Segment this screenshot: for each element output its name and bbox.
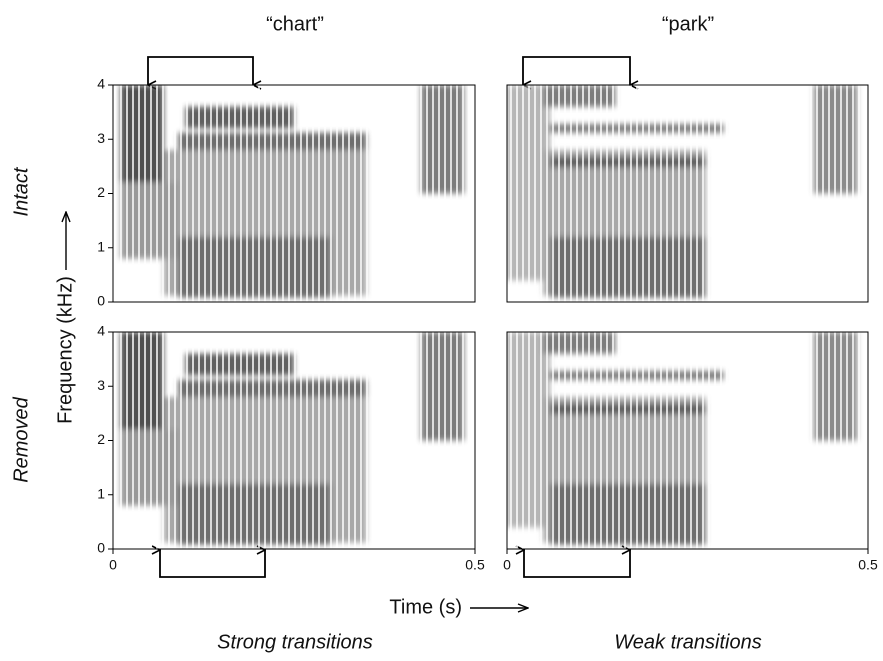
- caption: Weak transitions: [614, 631, 761, 653]
- spectrogram: [506, 84, 869, 303]
- y-axis-label: Frequency (kHz): [54, 276, 76, 424]
- y-tick-label: 2: [97, 431, 105, 447]
- y-tick-label: 1: [97, 238, 105, 254]
- bracket: [523, 56, 630, 85]
- y-tick-label: 4: [97, 323, 105, 339]
- plot-frame: [506, 331, 869, 550]
- y-tick-label: 1: [97, 485, 105, 501]
- bracket: [160, 550, 265, 578]
- spectrogram: 0 0.5: [503, 331, 878, 573]
- x-tick-label: 0.5: [858, 557, 878, 573]
- bracket: [524, 550, 630, 578]
- row-label: Removed: [10, 396, 32, 482]
- row-label: Intact: [10, 166, 32, 216]
- texture-stripes: [113, 332, 475, 549]
- y-tick-label: 2: [97, 184, 105, 200]
- caption: Strong transitions: [217, 631, 373, 653]
- texture: [113, 332, 475, 549]
- x-tick-label: 0: [109, 557, 117, 573]
- texture: [113, 85, 475, 302]
- y-tick-label: 3: [97, 130, 105, 146]
- texture: [507, 85, 868, 302]
- texture-stripes: [113, 85, 475, 302]
- spectrogram: 0 1 2 3 4: [97, 76, 476, 309]
- spectrogram: 0 1 2 3 4 0 0.5: [97, 323, 485, 573]
- texture-stripes: [507, 332, 868, 549]
- texture: [507, 332, 868, 549]
- bracket: [148, 56, 253, 85]
- x-axis-label: Time (s): [389, 596, 462, 618]
- x-tick-label: 0: [503, 557, 511, 573]
- x-tick-label: 0.5: [465, 557, 485, 573]
- brackets: [148, 56, 630, 578]
- column-title: “chart”: [266, 13, 324, 35]
- y-tick-label: 0: [97, 540, 105, 556]
- y-tick-label: 4: [97, 76, 105, 92]
- y-tick-label: 3: [97, 377, 105, 393]
- column-title: “park”: [662, 13, 714, 35]
- texture-stripes: [507, 85, 868, 302]
- y-tick-label: 0: [97, 293, 105, 309]
- plot-frame: [506, 84, 869, 303]
